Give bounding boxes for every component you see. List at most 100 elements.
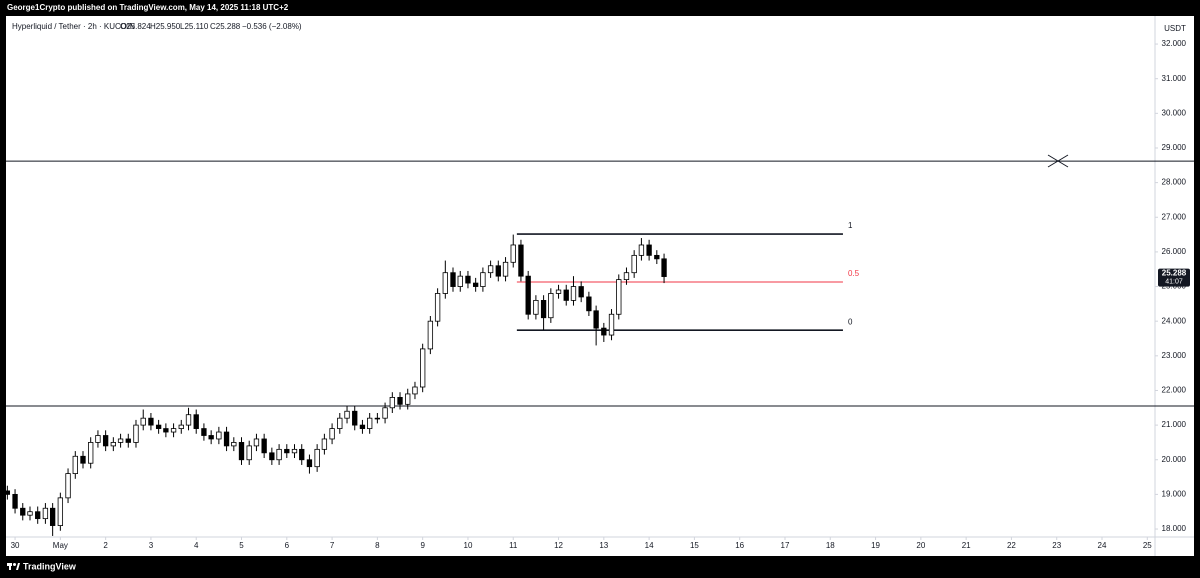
x-tick-label: 21 bbox=[962, 541, 971, 550]
ohlc-value: O25.824 bbox=[120, 22, 151, 31]
candle-body bbox=[261, 438, 267, 454]
x-tick-label: 14 bbox=[645, 541, 654, 550]
candle-body bbox=[352, 410, 358, 426]
candle-body bbox=[88, 442, 94, 464]
candle-body bbox=[465, 275, 471, 284]
candle-body bbox=[510, 244, 516, 263]
chart-area bbox=[6, 16, 1194, 556]
candle-body bbox=[397, 396, 403, 405]
candle-body bbox=[185, 414, 192, 426]
candle-body bbox=[548, 293, 554, 319]
candle-body bbox=[299, 448, 305, 461]
candle-body bbox=[525, 275, 531, 315]
candle-body bbox=[178, 424, 184, 429]
x-tick-label: 16 bbox=[735, 541, 744, 550]
candle-body bbox=[570, 286, 577, 301]
x-tick-label: 18 bbox=[826, 541, 835, 550]
x-tick-label: 5 bbox=[239, 541, 244, 550]
candle-body bbox=[110, 442, 117, 447]
candle-body bbox=[140, 417, 146, 426]
x-tick-label: 6 bbox=[285, 541, 290, 550]
candle-body bbox=[72, 455, 78, 475]
x-tick-label: 9 bbox=[420, 541, 425, 550]
candle-body bbox=[246, 445, 252, 461]
ohlc-value: −0.536 (−2.08%) bbox=[242, 22, 302, 31]
candle-body bbox=[12, 493, 18, 509]
candle-body bbox=[389, 396, 395, 409]
y-tick-label: 28.000 bbox=[1162, 178, 1187, 187]
x-tick-label: 13 bbox=[599, 541, 608, 550]
candle-body bbox=[623, 272, 630, 281]
candle-body bbox=[367, 417, 373, 429]
publisher: George1Crypto published on TradingView.c… bbox=[7, 3, 289, 12]
candle-body bbox=[586, 296, 592, 312]
candle-body bbox=[412, 386, 418, 395]
candle-body bbox=[95, 435, 101, 443]
x-tick-label: 2 bbox=[103, 541, 108, 550]
candle-body bbox=[616, 279, 622, 315]
y-tick-label: 22.000 bbox=[1162, 386, 1187, 395]
x-tick-label: 19 bbox=[871, 541, 880, 550]
y-tick-label: 19.000 bbox=[1162, 490, 1187, 499]
x-tick-label: 24 bbox=[1098, 541, 1107, 550]
candle-body bbox=[608, 313, 615, 336]
candle-body bbox=[65, 473, 71, 499]
y-tick-label: 29.000 bbox=[1162, 143, 1187, 152]
candle-body bbox=[27, 511, 33, 516]
y-tick-label: 18.000 bbox=[1162, 524, 1187, 533]
candle-body bbox=[344, 410, 350, 419]
x-tick-label: May bbox=[53, 541, 68, 550]
y-tick-label: 23.000 bbox=[1162, 351, 1187, 360]
candle-body bbox=[555, 289, 562, 294]
x-tick-label: 11 bbox=[509, 541, 518, 550]
candle-body bbox=[306, 459, 313, 468]
candle-body bbox=[578, 286, 584, 298]
candle-body bbox=[329, 428, 335, 440]
x-tick-label: 17 bbox=[781, 541, 790, 550]
candle-body bbox=[238, 442, 245, 461]
candle-body bbox=[646, 244, 652, 256]
y-tick-label: 31.000 bbox=[1162, 74, 1187, 83]
candle-body bbox=[337, 417, 343, 429]
candle-body bbox=[480, 272, 486, 287]
ohlc-value: C25.288 bbox=[210, 22, 241, 31]
y-tick-label: 32.000 bbox=[1162, 39, 1187, 48]
candle-body bbox=[291, 448, 298, 454]
symbol: Hyperliquid / Tether · 2h · KUCOIN bbox=[12, 22, 135, 31]
x-tick-label: 25 bbox=[1143, 541, 1152, 550]
candle-body bbox=[502, 261, 509, 277]
candle-body bbox=[359, 424, 366, 429]
candle-body bbox=[42, 507, 49, 520]
candle-body bbox=[457, 275, 463, 287]
candle-body bbox=[405, 393, 411, 405]
y-tick-label: 30.000 bbox=[1162, 108, 1187, 117]
candle-body bbox=[661, 258, 667, 277]
candle-body bbox=[420, 348, 426, 388]
y-tick-label: 27.000 bbox=[1162, 212, 1187, 221]
y-tick-label: 20.000 bbox=[1162, 455, 1187, 464]
candle-body bbox=[593, 310, 599, 329]
candle-body bbox=[208, 435, 214, 440]
candle-body bbox=[487, 265, 494, 274]
candle-body bbox=[4, 490, 11, 495]
fib-label: 0 bbox=[848, 317, 853, 326]
candle-body bbox=[533, 300, 539, 315]
candle-body bbox=[133, 424, 139, 443]
candle-body bbox=[601, 327, 607, 336]
candle-body bbox=[434, 293, 441, 322]
candle-body bbox=[638, 244, 645, 256]
candle-body bbox=[80, 455, 86, 464]
candle-body bbox=[193, 414, 199, 429]
candle-body bbox=[314, 448, 320, 468]
y-tick-label: 21.000 bbox=[1162, 420, 1187, 429]
x-tick-label: 10 bbox=[464, 541, 473, 550]
x-tick-label: 22 bbox=[1007, 541, 1016, 550]
ohlc-value: L25.110 bbox=[180, 22, 209, 31]
candle-body bbox=[374, 417, 381, 420]
candle-body bbox=[321, 438, 328, 450]
candle-body bbox=[148, 417, 154, 426]
countdown: 41:07 bbox=[1165, 278, 1183, 285]
candle-body bbox=[253, 438, 260, 447]
candle-body bbox=[472, 282, 479, 287]
